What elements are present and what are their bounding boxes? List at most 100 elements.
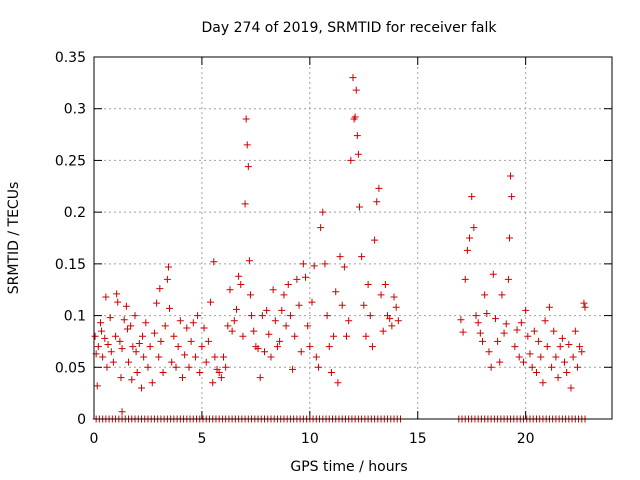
data-point (278, 306, 286, 314)
data-point (263, 306, 271, 314)
data-point (392, 303, 400, 311)
data-point (511, 343, 519, 351)
data-point (330, 332, 338, 340)
data-point (321, 260, 329, 268)
grid-lines (94, 57, 612, 419)
data-point (548, 363, 556, 371)
data-point (273, 343, 281, 351)
data-point (250, 327, 258, 335)
data-point (581, 303, 589, 311)
data-point (242, 115, 250, 123)
data-point (573, 363, 581, 371)
data-point (468, 193, 476, 201)
data-point (319, 208, 327, 216)
data-point (371, 236, 379, 244)
data-point (537, 353, 545, 361)
y-tick-label: 0.25 (55, 153, 86, 169)
x-tick-label: 10 (301, 431, 319, 447)
data-point (254, 345, 262, 353)
data-point (176, 317, 184, 325)
data-point (217, 374, 225, 382)
data-point (498, 291, 506, 299)
data-point (291, 332, 299, 340)
data-point (352, 86, 360, 94)
data-point (157, 337, 165, 345)
data-point (304, 322, 312, 330)
data-point (362, 332, 370, 340)
data-point (388, 322, 396, 330)
data-point (129, 343, 137, 351)
data-point (375, 184, 383, 192)
data-point (168, 358, 176, 366)
data-point (120, 316, 128, 324)
data-point (148, 379, 156, 387)
data-point (386, 315, 394, 323)
data-point (507, 172, 515, 180)
data-point (565, 341, 573, 349)
data-point (230, 317, 238, 325)
data-point (261, 348, 269, 356)
data-point (552, 353, 560, 361)
data-point (269, 286, 277, 294)
data-point (185, 363, 193, 371)
data-point (224, 322, 232, 330)
data-point (140, 353, 148, 361)
data-point (308, 298, 316, 306)
data-point (314, 363, 322, 371)
data-point (146, 343, 154, 351)
y-tick-label: 0.35 (55, 50, 86, 66)
data-point (532, 368, 540, 376)
data-point (155, 353, 163, 361)
data-point (500, 329, 508, 337)
data-point (286, 312, 294, 320)
data-point (117, 374, 125, 382)
x-tick-label: 0 (90, 431, 99, 447)
data-point (508, 193, 516, 201)
data-point (246, 291, 254, 299)
data-point (107, 348, 115, 356)
data-point (137, 384, 145, 392)
data-point (569, 353, 577, 361)
data-point (302, 273, 310, 281)
data-point (332, 288, 340, 296)
data-point (327, 368, 335, 376)
data-point (196, 368, 204, 376)
data-point (210, 258, 218, 266)
data-point (364, 281, 372, 289)
data-point (528, 363, 536, 371)
data-point (459, 328, 467, 336)
data-point (293, 275, 301, 283)
data-point (347, 156, 355, 164)
data-point (267, 353, 275, 361)
data-point (118, 345, 126, 353)
plot-frame (93, 56, 613, 420)
data-point (96, 319, 104, 327)
data-point (226, 286, 234, 294)
y-axis-label: SRMTID / TECUs (6, 182, 22, 295)
data-point (353, 132, 361, 140)
data-point (241, 200, 249, 208)
data-point (491, 315, 499, 323)
y-tick-label: 0.3 (64, 102, 86, 118)
data-point (200, 324, 208, 332)
data-point (310, 262, 318, 270)
data-point (189, 319, 197, 327)
data-point (248, 312, 256, 320)
data-point (153, 299, 161, 307)
data-point (355, 203, 363, 211)
data-point (485, 348, 493, 356)
data-point (394, 317, 402, 325)
data-point (295, 301, 303, 309)
data-point (191, 353, 199, 361)
data-point (132, 348, 140, 356)
data-point (243, 141, 251, 149)
data-point (505, 234, 513, 242)
y-tick-label: 0.1 (64, 309, 86, 325)
data-point (338, 301, 346, 309)
data-point (502, 320, 510, 328)
chart-title: Day 274 of 2019, SRMTID for receiver fal… (202, 20, 498, 36)
data-point (558, 334, 566, 342)
data-point (276, 337, 284, 345)
data-point (457, 316, 465, 324)
